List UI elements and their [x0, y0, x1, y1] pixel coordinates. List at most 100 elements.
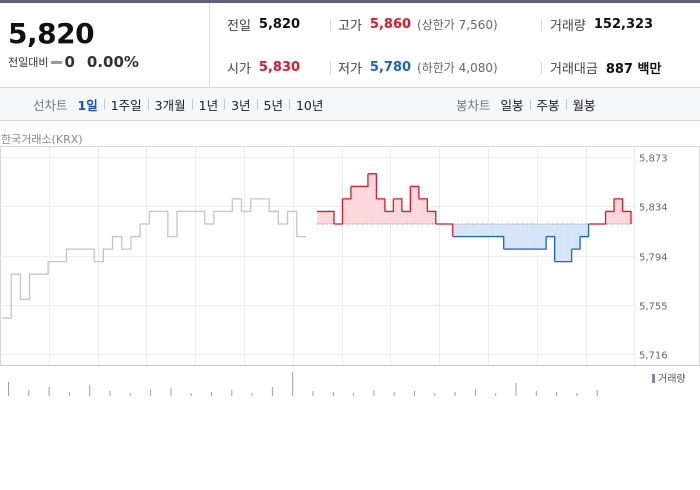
price-segment: [333, 198, 344, 225]
area-segment: [418, 198, 428, 225]
area-segment: [376, 198, 385, 225]
volume-bar: [332, 392, 334, 396]
y-tick-label: 5,794: [639, 253, 668, 264]
volume-bar: [393, 392, 395, 396]
chart-toolbar: 선차트 1일 1주일 3개월 1년 3년 5년 10년 봉차트 일봉 주봉 월봉: [0, 88, 700, 121]
area-segment: [384, 211, 394, 225]
price-segment: [359, 173, 369, 188]
divider: [103, 99, 105, 110]
area-segment: [520, 224, 530, 250]
price-segment: [546, 235, 556, 262]
volume-bar: [231, 390, 233, 396]
y-tick-label: 5,716: [639, 351, 668, 362]
stat-value: 5,860: [369, 17, 412, 32]
divider: [330, 19, 331, 31]
change-row: 전일대비 0 0.00%: [8, 53, 139, 71]
divider: [541, 62, 542, 74]
stat-open: 시가 5,830: [227, 58, 300, 77]
volume-bar: [190, 393, 192, 396]
area-segment: [554, 224, 564, 262]
divider: [541, 19, 542, 31]
stat-limit: (상한가 7,560): [417, 18, 498, 32]
stat-prev-close: 전일 5,820: [227, 15, 300, 34]
volume-legend-label: 거래량: [658, 373, 686, 385]
divider: [288, 99, 290, 110]
volume-bar: [68, 392, 70, 396]
volume-bar: [576, 393, 578, 396]
y-tick-label: 5,755: [639, 302, 668, 313]
price-segment: [342, 186, 352, 200]
price-series: [2, 173, 632, 319]
divider: [565, 99, 567, 110]
candle-daily-tab[interactable]: 일봉: [500, 98, 524, 113]
candle-monthly-tab[interactable]: 월봉: [572, 98, 596, 113]
change-label: 전일대비: [8, 56, 49, 69]
divider: [224, 99, 226, 110]
price-segment: [427, 210, 437, 225]
area-segment: [503, 224, 513, 250]
period-1d-tab[interactable]: 1일: [77, 98, 98, 113]
volume-bar: [251, 393, 253, 396]
stat-label: 거래대금: [550, 62, 598, 77]
price-segment: [622, 210, 632, 225]
baseline-fill-areas: [317, 173, 631, 262]
stat-limit: (하한가 4,080): [417, 61, 498, 75]
change-percent: 0.00%: [86, 53, 139, 71]
volume-legend: 거래량: [652, 373, 686, 385]
period-1y-tab[interactable]: 1년: [198, 98, 219, 113]
stat-value: 5,820: [258, 17, 301, 32]
plot-frame: [0, 146, 700, 366]
area-segment: [461, 224, 470, 237]
price-segment: [495, 235, 505, 250]
price-segment: [597, 211, 607, 225]
stat-label: 고가: [338, 19, 362, 34]
period-3y-tab[interactable]: 3년: [231, 98, 251, 113]
area-segment: [605, 211, 615, 225]
candle-weekly-tab[interactable]: 주봉: [536, 98, 560, 113]
volume-bars: [8, 372, 598, 396]
volume-bar: [353, 393, 355, 396]
area-segment: [342, 198, 351, 225]
period-3m-tab[interactable]: 3개월: [154, 98, 186, 113]
volume-bar: [535, 391, 537, 396]
area-segment: [350, 186, 360, 225]
line-chart-period-group: 선차트 1일 1주일 3개월 1년 3년 5년 10년: [33, 88, 323, 121]
line-chart-label: 선차트: [33, 98, 68, 113]
price-segment: [614, 198, 624, 212]
area-segment: [317, 211, 326, 225]
volume-bar: [150, 389, 152, 396]
candle-chart-period-group: 봉차트 일봉 주봉 월봉: [456, 88, 596, 121]
volume-bar: [515, 383, 517, 396]
change-value: 0: [64, 53, 75, 71]
current-price: 5,820: [8, 17, 95, 50]
area-segment: [495, 224, 504, 237]
price-header: 5,820 전일대비 0 0.00% 전일 5,820 고가 5,860 (상한…: [0, 3, 700, 88]
area-segment: [486, 224, 496, 237]
stat-low: 저가 5,780 (하한가 4,080): [338, 58, 498, 77]
pre-market-line: [2, 198, 306, 319]
divider: [147, 99, 149, 110]
price-segment: [401, 186, 412, 213]
candle-chart-label: 봉차트: [456, 98, 491, 113]
price-segment: [563, 249, 573, 263]
current-price-box: 5,820 전일대비 0 0.00%: [0, 3, 210, 88]
period-5y-tab[interactable]: 5년: [263, 98, 283, 113]
volume-bar: [129, 393, 131, 396]
divider: [330, 62, 331, 74]
area-segment: [512, 224, 521, 250]
area-segment: [452, 224, 462, 237]
volume-bar: [271, 387, 273, 396]
price-segment: [393, 198, 403, 212]
price-segment: [571, 236, 581, 250]
volume-bar: [414, 391, 415, 396]
volume-bar: [48, 387, 50, 396]
volume-bar: [109, 391, 111, 396]
area-segment: [537, 224, 547, 250]
period-1w-tab[interactable]: 1주일: [110, 98, 142, 113]
price-segment: [444, 223, 454, 237]
data-source-label: 한국거래소(KRX): [1, 133, 83, 146]
period-10y-tab[interactable]: 10년: [295, 98, 324, 113]
area-segment: [325, 211, 334, 225]
price-segment: [367, 173, 378, 199]
